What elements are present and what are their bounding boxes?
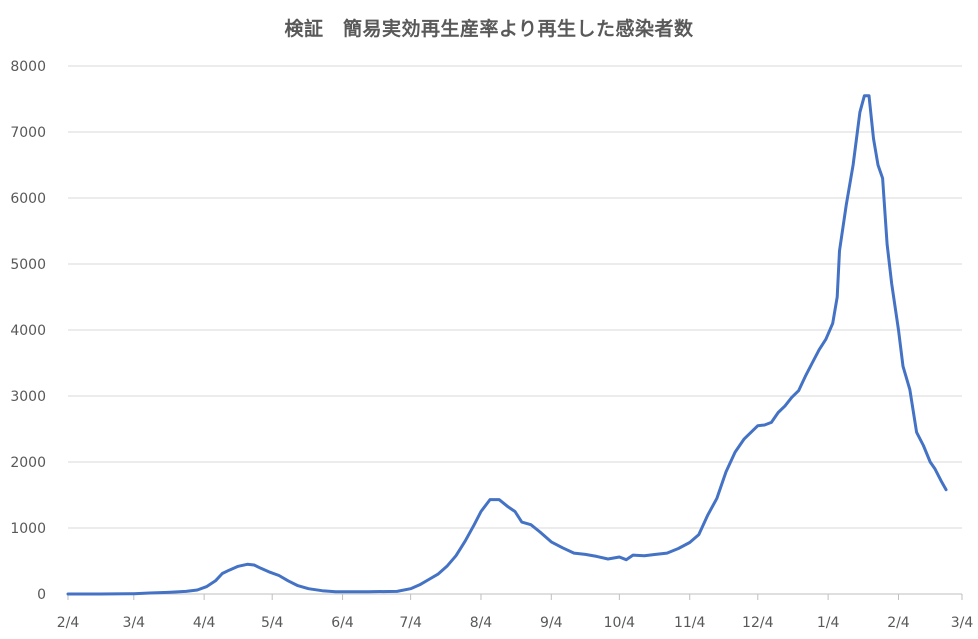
x-tick-label: 12/4 xyxy=(742,615,774,631)
x-tick-label: 4/4 xyxy=(193,615,216,631)
y-tick-label: 0 xyxy=(37,587,46,603)
x-axis-ticks: 2/4 3/4 4/4 5/4 6/4 7/4 8/4 9/4 10/4 11/4 12/4 1/4 2… xyxy=(57,594,974,631)
y-tick-label: 6000 xyxy=(10,191,46,207)
y-tick-label: 7000 xyxy=(10,125,46,141)
x-tick-label: 10/4 xyxy=(604,615,636,631)
x-tick-label: 2/4 xyxy=(57,615,80,631)
x-tick-label: 5/4 xyxy=(261,615,284,631)
gridlines xyxy=(68,65,962,529)
x-tick-label: 3/4 xyxy=(951,615,974,631)
x-tick-label: 3/4 xyxy=(123,615,146,631)
x-tick-label: 11/4 xyxy=(674,615,706,631)
series-line xyxy=(66,94,948,596)
x-tick-label: 9/4 xyxy=(540,615,563,631)
x-tick-label: 8/4 xyxy=(470,615,493,631)
y-tick-label: 4000 xyxy=(10,323,46,339)
series-layer xyxy=(66,94,948,596)
y-tick-label: 5000 xyxy=(10,257,46,273)
x-tick-label: 2/4 xyxy=(887,615,910,631)
y-tick-label: 1000 xyxy=(10,521,46,537)
y-axis-ticks: 0 1000 2000 3000 4000 5000 6000 7000 8000 xyxy=(10,59,46,603)
y-tick-label: 2000 xyxy=(10,455,46,471)
x-tick-label: 1/4 xyxy=(817,615,840,631)
x-tick-label: 7/4 xyxy=(399,615,422,631)
x-tick-label: 6/4 xyxy=(331,615,354,631)
y-tick-label: 3000 xyxy=(10,389,46,405)
y-tick-label: 8000 xyxy=(10,59,46,75)
chart-title: 検証 簡易実効再生産率より再生した感染者数 xyxy=(284,18,694,40)
